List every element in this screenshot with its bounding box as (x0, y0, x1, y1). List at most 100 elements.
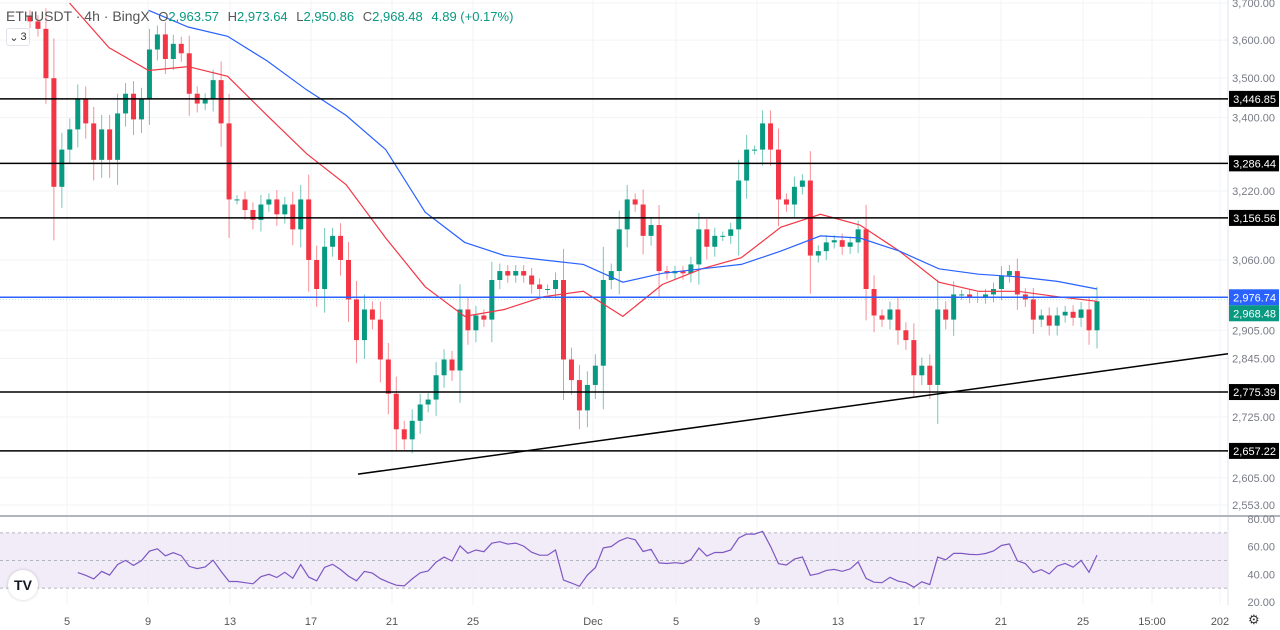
candle-down (178, 43, 184, 54)
indicators-toggle-button[interactable]: ⌄ 3 (6, 28, 30, 46)
close-label: C (362, 9, 373, 24)
time-tick-label: 5 (673, 616, 679, 628)
candle-up (728, 229, 734, 236)
candle-down (218, 80, 224, 124)
candle-down (465, 309, 471, 331)
candle-up (473, 315, 479, 331)
candle-up (696, 229, 702, 265)
price-tick-label: 2,905.00 (1232, 325, 1275, 337)
candle-up (688, 264, 694, 274)
candle-up (457, 309, 463, 371)
time-tick-label: Dec (583, 616, 603, 628)
candle-up (146, 49, 152, 99)
close-value: 2,968.48 (372, 9, 423, 24)
level-price-label: 3,286.44 (1233, 158, 1276, 170)
candle-up (959, 294, 965, 296)
level-price-badge (1229, 384, 1279, 401)
time-tick-label: 25 (467, 616, 479, 628)
candle-up (433, 375, 439, 400)
time-tick-label: 9 (145, 616, 151, 628)
time-tick-label: 5 (64, 616, 70, 628)
candle-down (640, 204, 646, 236)
level-price-label: 3,446.85 (1233, 94, 1276, 106)
time-tick-label: 13 (832, 616, 844, 628)
rsi-line (77, 530, 1098, 588)
candle-down (521, 271, 527, 276)
candle-down (1046, 315, 1052, 326)
price-tick-label: 2,553.00 (1232, 500, 1275, 512)
candle-up (791, 186, 797, 205)
candle-down (107, 129, 113, 160)
candle-down (1030, 299, 1036, 320)
candle-down (1070, 311, 1076, 318)
high-label: H (227, 9, 238, 24)
level-price-label: 2,657.22 (1233, 446, 1276, 458)
candle-down (943, 309, 949, 320)
candle-up (815, 251, 821, 256)
price-tick-label: 2,605.00 (1232, 473, 1275, 485)
candle-down (680, 271, 686, 274)
candle-down (632, 199, 638, 205)
candle-up (361, 309, 367, 341)
candle-up (608, 271, 614, 281)
candle-down (783, 199, 789, 205)
candle-down (346, 259, 352, 300)
candle-up (983, 294, 989, 298)
candle-down (704, 229, 710, 247)
low-value: 2,950.86 (303, 9, 355, 24)
time-tick-label: 15:00 (1138, 616, 1166, 628)
settings-gear-icon[interactable]: ⚙ (1248, 612, 1260, 627)
trendline (357, 353, 1229, 475)
candle-up (736, 180, 742, 230)
candle-down (353, 299, 359, 341)
candle-up (99, 129, 105, 160)
candle-down (369, 309, 375, 320)
ma-price-label: 2,976.74 (1233, 292, 1276, 304)
candle-up (234, 199, 240, 201)
candle-down (839, 240, 845, 247)
candle-up (425, 399, 431, 405)
candle-down (449, 359, 455, 371)
candle-down (871, 289, 877, 316)
candle-up (258, 204, 264, 220)
candle-up (210, 80, 216, 99)
candle-down (401, 429, 407, 440)
candle-up (1094, 301, 1100, 331)
candle-down (656, 225, 662, 272)
last-price-badge (1229, 305, 1279, 322)
tradingview-logo-icon[interactable]: TV (8, 570, 38, 600)
candle-up (322, 246, 328, 290)
level-price-badge (1229, 90, 1279, 107)
indicator-count: 3 (20, 31, 27, 43)
candle-down (903, 330, 909, 341)
candle-up (513, 271, 519, 276)
time-tick-label: 17 (913, 616, 925, 628)
candles (27, 8, 1100, 454)
candle-up (553, 280, 559, 290)
price-tick-label: 3,400.00 (1232, 112, 1275, 124)
candle-down (27, 15, 33, 22)
chevron-down-icon: ⌄ (9, 31, 19, 44)
moving-average-slow-line (148, 9, 1098, 290)
candle-down (43, 28, 49, 79)
candle-down (83, 98, 89, 124)
candle-up (712, 235, 718, 247)
high-value: 2,973.64 (237, 9, 288, 24)
candle-up (75, 98, 81, 130)
candle-up (855, 229, 861, 243)
candle-down (879, 315, 885, 320)
candle-down (226, 123, 232, 200)
candle-down (967, 294, 973, 297)
price-tick-label: 2,845.00 (1232, 354, 1275, 366)
rsi-tick-label: 60.00 (1247, 542, 1275, 554)
level-price-badge (1229, 155, 1279, 172)
open-value: 2,963.57 (168, 9, 220, 24)
candle-down (1014, 271, 1020, 295)
candle-up (744, 149, 750, 181)
price-tick-label: 3,220.00 (1232, 186, 1275, 198)
candle-up (799, 180, 805, 187)
candle-up (1038, 315, 1044, 320)
candle-up (298, 199, 304, 230)
candle-up (67, 129, 73, 150)
